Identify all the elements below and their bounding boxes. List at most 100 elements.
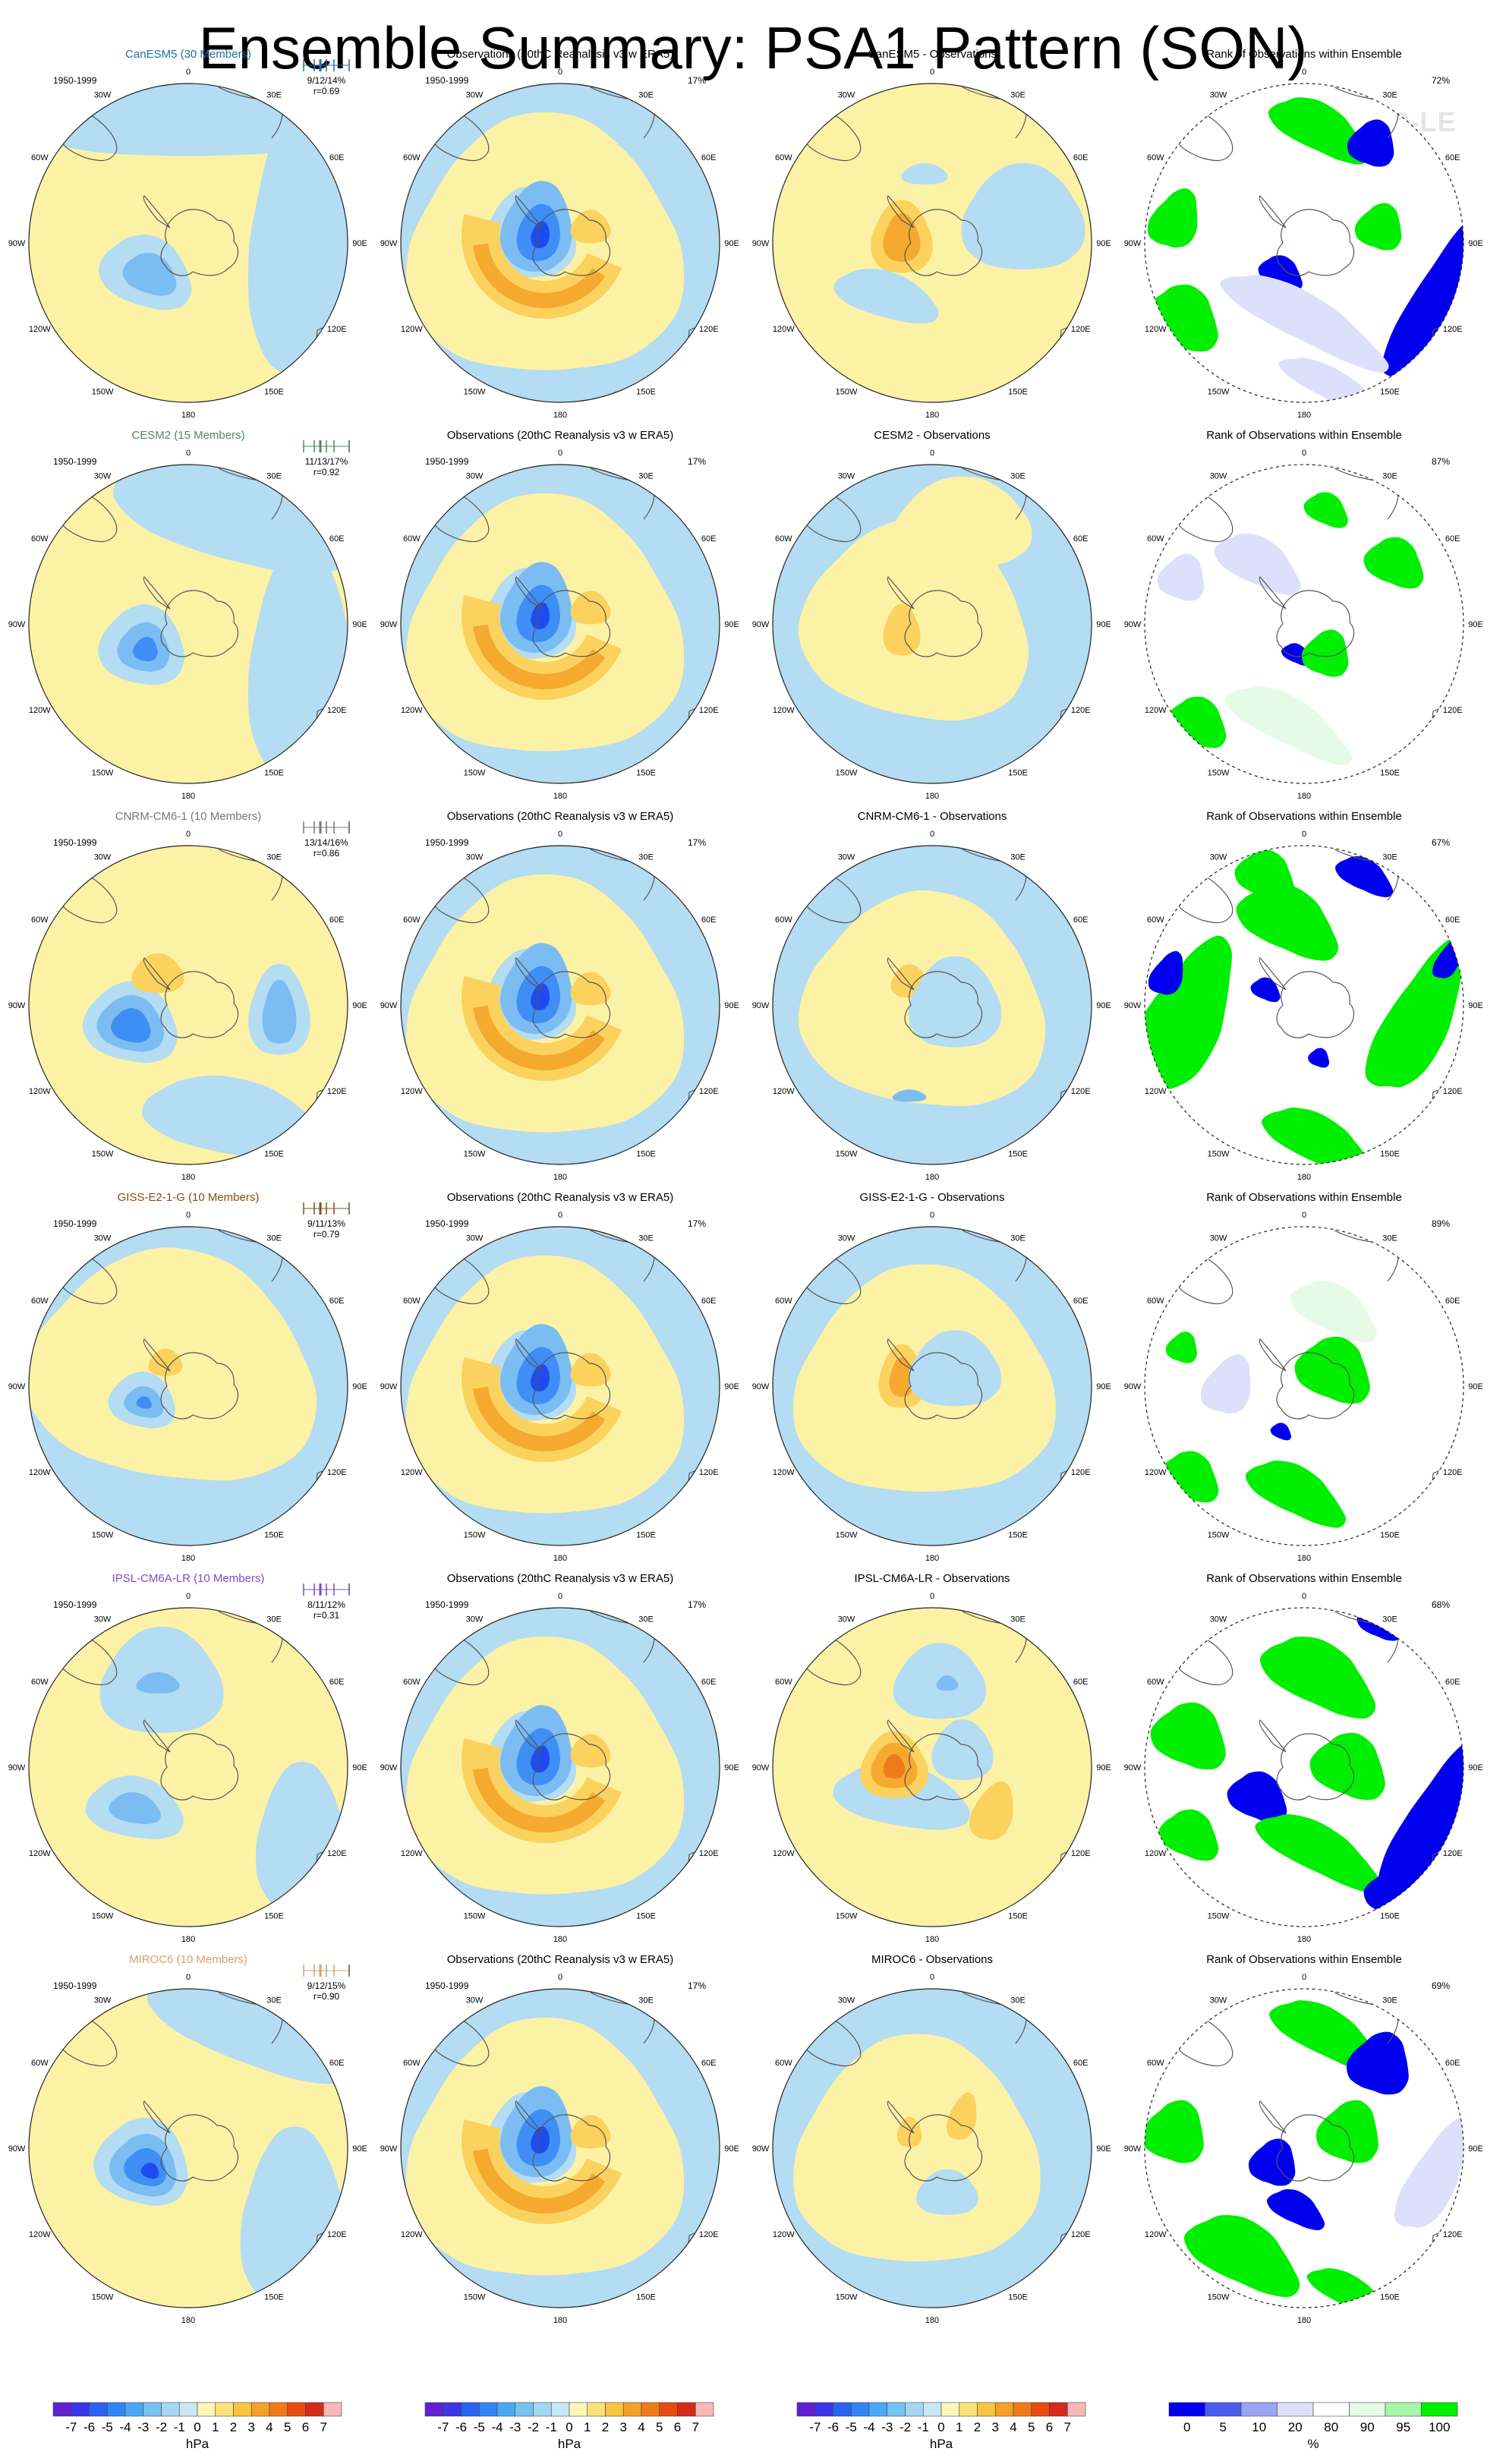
rank-pct: 72% bbox=[1432, 75, 1450, 86]
rank-panel: Rank of Observations within Ensemble 72% 0… bbox=[1116, 48, 1492, 436]
map-rim bbox=[28, 1988, 348, 2308]
lon-label: 150W bbox=[1208, 1912, 1230, 1921]
lon-label: 120E bbox=[1443, 2230, 1463, 2239]
lon-label: 150W bbox=[1208, 388, 1230, 397]
lon-label: 30E bbox=[1382, 90, 1397, 99]
lon-label: 90W bbox=[380, 1763, 398, 1772]
map-field bbox=[401, 1989, 720, 2308]
lon-label: 0 bbox=[930, 449, 934, 458]
lon-label: 30W bbox=[838, 1615, 855, 1624]
contour-region bbox=[531, 221, 550, 248]
lon-label: 60E bbox=[1445, 915, 1460, 925]
contour-region bbox=[111, 1008, 151, 1043]
lon-label: 120W bbox=[401, 1849, 423, 1858]
rank-region bbox=[1147, 188, 1198, 248]
contour-region bbox=[148, 1348, 183, 1376]
lon-label: 180 bbox=[553, 1173, 567, 1182]
lon-label: 120W bbox=[773, 1468, 795, 1477]
diff-title: CESM2 - Observations bbox=[874, 429, 990, 442]
lon-label: 90W bbox=[752, 1763, 770, 1772]
hpa-swatch bbox=[178, 2402, 198, 2417]
obs-pct: 17% bbox=[688, 456, 706, 467]
diff-title: CanESM5 - Observations bbox=[868, 48, 997, 61]
hpa-swatch bbox=[89, 2402, 108, 2417]
lon-label: 90W bbox=[380, 2144, 398, 2154]
hpa-tick-label: -6 bbox=[455, 2420, 467, 2434]
lon-label: 30E bbox=[1010, 852, 1026, 862]
lon-label: 90W bbox=[752, 239, 770, 248]
hpa-swatch bbox=[287, 2402, 306, 2417]
lon-label: 180 bbox=[181, 1173, 195, 1182]
hpa-tick-label: 7 bbox=[692, 2420, 699, 2434]
period-label: 1950-1999 bbox=[53, 1218, 97, 1229]
hpa-swatch bbox=[1031, 2402, 1050, 2417]
lon-label: 150W bbox=[464, 1531, 486, 1540]
obs-title: Observations (20thC Reanalysis v3 w ERA5… bbox=[447, 1953, 673, 1966]
model-title: CNRM-CM6-1 (10 Members) bbox=[115, 810, 262, 823]
lon-label: 60W bbox=[31, 1297, 49, 1306]
contour-region bbox=[570, 591, 611, 625]
pattern-corr: r=0.90 bbox=[313, 1991, 340, 2002]
lon-label: 90E bbox=[1468, 620, 1483, 629]
lon-label: 60E bbox=[1073, 915, 1089, 925]
map-rim bbox=[772, 1988, 1092, 2308]
lon-label: 60W bbox=[403, 1297, 421, 1306]
lon-label: 60W bbox=[775, 2059, 792, 2068]
diff-title: IPSL-CM6A-LR - Observations bbox=[854, 1572, 1010, 1585]
lon-label: 0 bbox=[558, 1592, 562, 1601]
lon-label: 150E bbox=[636, 388, 656, 397]
pattern-corr: r=0.69 bbox=[313, 86, 340, 96]
map-field bbox=[773, 846, 1092, 1164]
lon-label: 90W bbox=[380, 239, 398, 248]
contour-region bbox=[908, 956, 1002, 1048]
hpa-tick-label: -7 bbox=[65, 2420, 77, 2434]
pct-stats: 8/11/12% bbox=[307, 1599, 345, 1610]
map-field bbox=[401, 465, 720, 783]
map-rim bbox=[400, 1988, 720, 2308]
lon-label: 150E bbox=[1380, 388, 1400, 397]
lon-label: 30W bbox=[94, 471, 112, 481]
lon-label: 180 bbox=[1297, 1554, 1311, 1563]
lon-label: 120E bbox=[327, 2230, 347, 2239]
lon-label: 60E bbox=[701, 1678, 717, 1687]
lon-label: 120W bbox=[401, 1087, 423, 1096]
lon-label: 30E bbox=[1382, 1234, 1397, 1243]
hpa-swatch bbox=[695, 2402, 714, 2417]
hpa-tick-label: 3 bbox=[248, 2420, 255, 2434]
diff-title: MIROC6 - Observations bbox=[871, 1953, 993, 1966]
hpa-tick-label: -1 bbox=[174, 2420, 185, 2434]
rank-region bbox=[1278, 358, 1391, 402]
lon-label: 60W bbox=[31, 153, 49, 162]
lon-label: 90E bbox=[1096, 1382, 1111, 1391]
lon-label: 30W bbox=[466, 471, 484, 481]
lon-label: 90E bbox=[724, 1763, 739, 1772]
lon-label: 90W bbox=[1124, 1001, 1142, 1010]
hpa-tick-label: 4 bbox=[638, 2420, 644, 2434]
hpa-tick-label: 6 bbox=[674, 2420, 681, 2434]
lon-label: 120W bbox=[773, 2230, 795, 2239]
lon-label: 30E bbox=[1382, 471, 1397, 481]
lon-label: 150W bbox=[1208, 769, 1230, 778]
lon-label: 60W bbox=[775, 534, 792, 544]
rank-tick-label: 80 bbox=[1324, 2420, 1338, 2434]
map-field bbox=[29, 1989, 348, 2308]
hpa-tick-label: -7 bbox=[809, 2420, 821, 2434]
hpa-swatch bbox=[269, 2402, 288, 2417]
lon-label: 120E bbox=[699, 1849, 719, 1858]
diff-panel: CNRM-CM6-1 - Observations 0 30E 60E 90E 120E 1… bbox=[744, 810, 1120, 1198]
lon-label: 90W bbox=[752, 1001, 770, 1010]
lon-label: 30E bbox=[1382, 1996, 1397, 2005]
contour-region bbox=[147, 1989, 348, 2084]
rank-region bbox=[1227, 1771, 1287, 1823]
lon-label: 90E bbox=[724, 239, 739, 248]
lon-label: 150E bbox=[636, 1912, 656, 1921]
lon-label: 60W bbox=[1147, 534, 1164, 544]
lon-label: 30E bbox=[1382, 852, 1397, 862]
lon-label: 90E bbox=[1468, 2144, 1483, 2154]
lon-label: 90W bbox=[8, 2144, 26, 2154]
hpa-swatch bbox=[124, 2402, 144, 2417]
lon-label: 0 bbox=[930, 830, 934, 839]
rank-swatch bbox=[1205, 2402, 1242, 2417]
hpa-unit-label: hPa bbox=[930, 2437, 953, 2451]
lon-label: 180 bbox=[1297, 1935, 1311, 1944]
